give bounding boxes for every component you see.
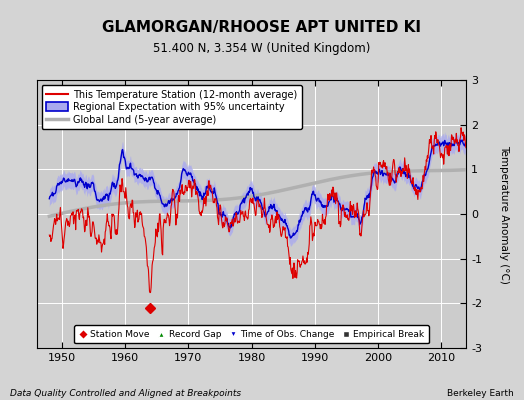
Legend: This Temperature Station (12-month average), Regional Expectation with 95% uncer: This Temperature Station (12-month avera… [41,85,302,130]
Text: Data Quality Controlled and Aligned at Breakpoints: Data Quality Controlled and Aligned at B… [10,389,242,398]
Text: GLAMORGAN/RHOOSE APT UNITED KI: GLAMORGAN/RHOOSE APT UNITED KI [103,20,421,35]
Text: Berkeley Earth: Berkeley Earth [447,389,514,398]
Y-axis label: Temperature Anomaly (°C): Temperature Anomaly (°C) [499,144,509,284]
Text: 51.400 N, 3.354 W (United Kingdom): 51.400 N, 3.354 W (United Kingdom) [154,42,370,55]
